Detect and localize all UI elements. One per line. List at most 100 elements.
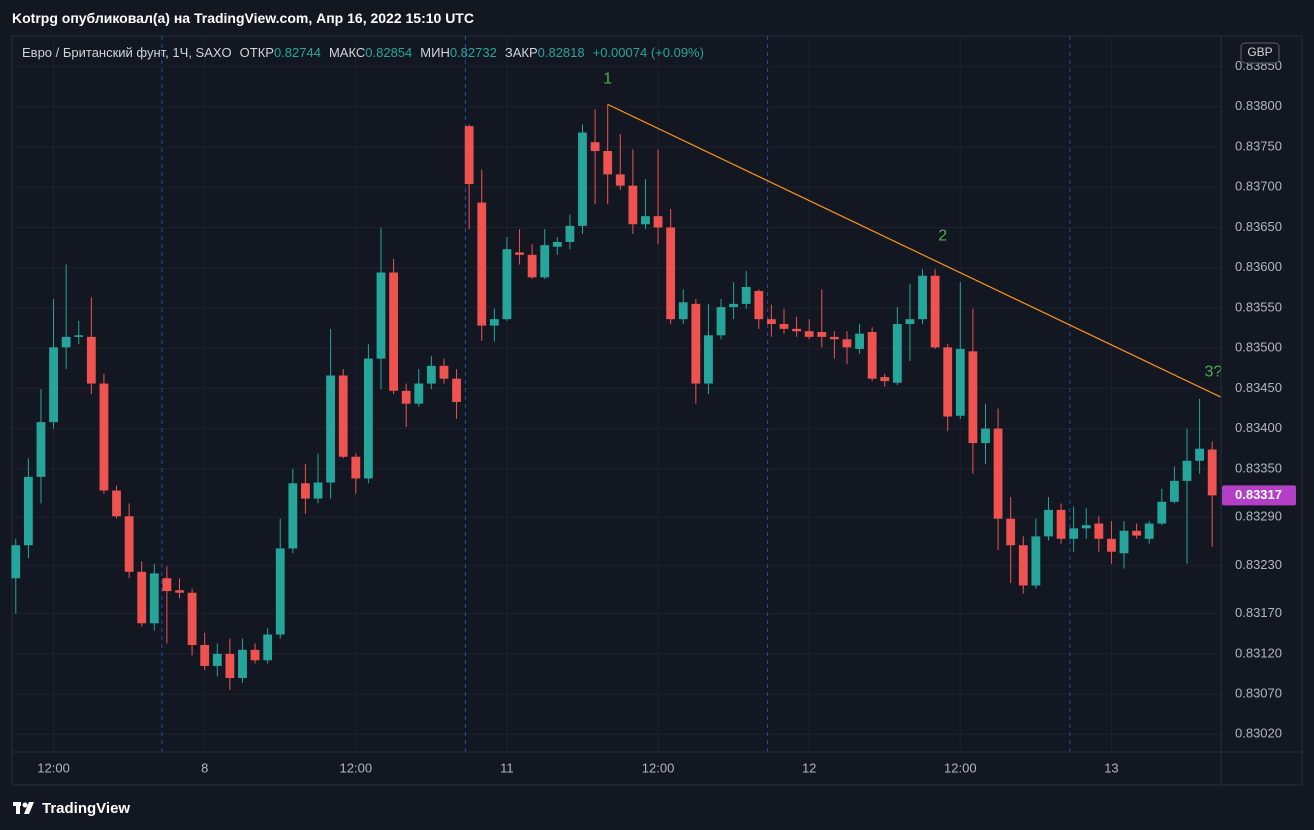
candle-body (61, 336, 71, 348)
trend-line (607, 103, 1222, 398)
candle-body (943, 347, 953, 417)
legend-change: +0.00074 (+0.09%) (592, 45, 704, 60)
candle-body (741, 287, 751, 304)
candle-body (817, 332, 827, 337)
x-tick-label: 11 (500, 760, 514, 775)
logo-part (24, 802, 34, 814)
candle-body (1207, 449, 1217, 496)
legend-label: МАКС (328, 45, 366, 60)
candle-body (993, 428, 1003, 519)
candle-body (1157, 501, 1167, 524)
last-price-label: 0.83317 (1235, 487, 1282, 502)
currency-label: GBP (1247, 45, 1272, 59)
candle-body (565, 225, 575, 242)
x-tick-label: 8 (201, 760, 208, 775)
candle-body (275, 548, 285, 635)
y-tick-label: 0.83230 (1235, 557, 1282, 572)
candle-body (1094, 523, 1104, 539)
candle-body (86, 336, 96, 384)
candle-body (212, 653, 222, 666)
logo-icon (13, 802, 34, 814)
currency-badge (1240, 42, 1280, 64)
y-tick-label: 0.83450 (1235, 380, 1282, 395)
candle-body (930, 275, 940, 348)
candle-body (515, 252, 524, 255)
candle-body (187, 592, 197, 646)
brand: TradingView (42, 800, 130, 817)
candle-body (401, 390, 411, 404)
y-tick-label: 0.83120 (1235, 645, 1282, 660)
candle-body (892, 324, 902, 383)
candle-body (99, 383, 109, 491)
candle-body (452, 378, 461, 403)
candle-body (1031, 536, 1041, 586)
y-tick-label: 0.83650 (1235, 219, 1282, 234)
legend-label: МИН (420, 45, 450, 60)
candle-body (855, 333, 864, 349)
candle-body (426, 365, 436, 384)
candle-body (1069, 528, 1079, 539)
candle-body (729, 303, 739, 308)
candle-body (11, 545, 21, 579)
candle-body (301, 483, 310, 499)
candle-body (615, 174, 625, 186)
candle-body (666, 227, 676, 320)
candle-body (200, 645, 210, 666)
legend-label: ОТКР (239, 45, 274, 60)
y-tick-label: 0.83170 (1235, 605, 1282, 620)
y-tick-label: 0.83020 (1235, 726, 1282, 741)
candle-body (1056, 509, 1066, 539)
x-tick-label: 12:00 (944, 760, 977, 775)
candle-body (1182, 460, 1192, 481)
candle-body (1107, 538, 1116, 552)
legend: Евро / Британский фунт, 1Ч, SAXO ОТКР0.82… (22, 45, 704, 60)
candle-body (49, 347, 58, 423)
candle-body (955, 348, 965, 416)
y-tick-label: 0.83550 (1235, 299, 1282, 314)
candle-body (905, 319, 915, 325)
candle-body (502, 249, 512, 320)
y-tick-label: 0.83600 (1235, 259, 1282, 274)
candle-body (489, 319, 499, 326)
candle-body (1144, 523, 1154, 539)
candles (11, 104, 1217, 691)
legend-label: ЗАКР (504, 45, 538, 60)
candle-body (1195, 448, 1204, 461)
annotation: 1 (603, 71, 612, 88)
candle-body (641, 216, 650, 225)
candle-body (1006, 518, 1016, 546)
candle-body (313, 482, 323, 499)
y-tick-label: 0.83700 (1235, 179, 1282, 194)
candle-body (225, 653, 235, 678)
candle-body (23, 476, 33, 546)
candle-body (628, 185, 638, 225)
candle-body (376, 272, 386, 359)
candle-body (829, 336, 839, 340)
candle-body (363, 358, 373, 479)
candle-body (968, 351, 978, 444)
y-tick-label: 0.83400 (1235, 420, 1282, 435)
candle-body (603, 151, 613, 175)
candle-body (477, 202, 487, 326)
x-tick-label: 12 (802, 760, 816, 775)
candle-body (691, 303, 701, 384)
candle-body (867, 332, 877, 379)
legend-value: 0.82732 (449, 45, 497, 60)
candle-body (804, 331, 814, 337)
legend-value: 0.82818 (537, 45, 585, 60)
candle-body (238, 649, 247, 678)
candle-body (439, 365, 449, 379)
candle-body (250, 649, 260, 661)
candle-body (464, 126, 474, 185)
overlay: 1 2 3? (603, 71, 1222, 398)
last-price-badge (1222, 485, 1296, 506)
candle-body (754, 291, 764, 320)
candle-body (1018, 545, 1028, 586)
logo-part (16, 802, 20, 814)
annotation: 3? (1205, 363, 1223, 380)
candle-body (326, 375, 336, 483)
candle-body (288, 483, 298, 549)
candle-body (1132, 530, 1142, 536)
candle-body (1119, 530, 1129, 554)
